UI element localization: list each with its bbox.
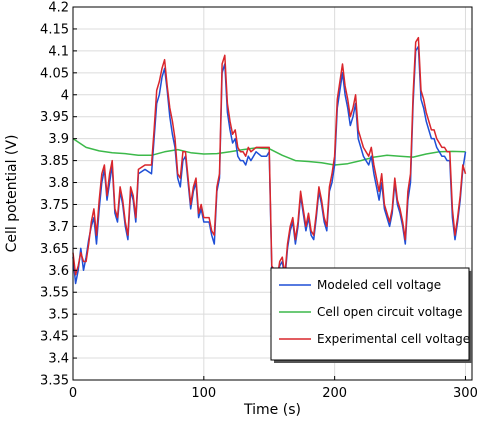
x-tick-label: 300 <box>453 386 478 401</box>
x-tick-label: 200 <box>322 386 347 401</box>
legend-entry: Experimental cell voltage <box>317 332 470 346</box>
y-tick-label: 3.45 <box>40 330 69 345</box>
y-tick-label: 4.2 <box>48 1 69 16</box>
y-tick-label: 4.15 <box>40 22 69 37</box>
legend-entry: Modeled cell voltage <box>317 278 441 292</box>
y-tick-label: 3.6 <box>48 264 69 279</box>
x-tick-label: 100 <box>191 386 216 401</box>
x-tick-label: 0 <box>69 386 77 401</box>
legend-entry: Cell open circuit voltage <box>317 305 463 319</box>
y-tick-label: 3.8 <box>48 176 69 191</box>
y-tick-label: 3.7 <box>48 220 69 235</box>
x-axis-label: Time (s) <box>243 402 301 418</box>
plot-frame <box>72 6 473 381</box>
y-tick-label: 3.85 <box>40 154 69 169</box>
y-tick-label: 3.5 <box>48 308 69 323</box>
y-tick-label: 3.55 <box>40 286 69 301</box>
y-tick-label: 4 <box>61 88 69 103</box>
y-tick-label: 3.4 <box>48 352 69 367</box>
y-tick-label: 3.65 <box>40 242 69 257</box>
y-ticks: 3.35 3.4 3.45 3.5 3.55 3.6 3.65 3.7 3.75 3.8 3.85 3… <box>40 1 77 389</box>
series-line-2 <box>72 36 467 280</box>
y-axis-label: Cell potential (V) <box>4 135 20 253</box>
y-tick-label: 4.05 <box>40 66 69 81</box>
y-tick-label: 3.95 <box>40 110 69 125</box>
legend: Modeled cell voltage Cell open circuit vo… <box>270 267 472 363</box>
y-tick-label: 4.1 <box>48 44 69 59</box>
legend-box <box>270 267 470 361</box>
y-tick-label: 3.9 <box>48 132 69 147</box>
y-tick-label: 3.35 <box>40 374 69 389</box>
y-tick-label: 3.75 <box>40 198 69 213</box>
x-ticks: 0 100 200 300 <box>69 376 478 401</box>
